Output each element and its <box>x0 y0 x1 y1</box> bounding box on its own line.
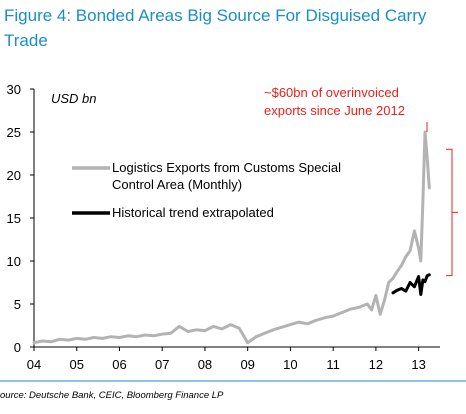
annotation-text-line-1: ~$60bn of overinvoiced <box>264 85 399 100</box>
annotation-text-line-2: exports since June 2012 <box>264 103 405 118</box>
annotation-overinvoiced: ~$60bn of overinvoiced exports since Jun… <box>264 85 458 277</box>
x-tick-label: 05 <box>70 357 84 372</box>
x-tick-label: 08 <box>198 357 212 372</box>
y-tick-label: 25 <box>7 125 21 140</box>
x-axis: 04 05 06 07 08 09 10 11 12 13 <box>27 346 440 372</box>
series-line-trend <box>391 273 431 296</box>
y-tick-label: 30 <box>7 82 21 97</box>
chart-title-line-2: Trade <box>4 31 48 50</box>
x-tick-label: 09 <box>240 357 254 372</box>
y-tick-label: 10 <box>7 254 21 269</box>
y-tick-label: 0 <box>14 340 21 355</box>
annotation-bracket <box>446 148 458 277</box>
legend: Logistics Exports from Customs Special C… <box>72 160 341 220</box>
x-tick-label: 04 <box>27 357 41 372</box>
source-note: ource: Deutsche Bank, CEIC, Bloomberg Fi… <box>0 390 224 401</box>
legend-label-logistics-line-1: Logistics Exports from Customs Special <box>112 160 341 175</box>
x-tick-label: 13 <box>411 357 425 372</box>
x-tick-label: 10 <box>283 357 297 372</box>
series-line-logistics <box>32 130 431 345</box>
y-tick-label: 5 <box>14 297 21 312</box>
plot-lines <box>32 130 431 345</box>
y-tick-label: 15 <box>7 211 21 226</box>
x-tick-label: 06 <box>112 357 126 372</box>
unit-label: USD bn <box>51 91 97 106</box>
x-tick-label: 11 <box>326 357 340 372</box>
y-axis: 0 5 10 15 20 25 30 <box>7 82 35 355</box>
x-tick-label: 12 <box>369 357 383 372</box>
legend-label-trend: Historical trend extrapolated <box>112 205 274 220</box>
chart-title-line-1: Figure 4: Bonded Areas Big Source For Di… <box>4 6 427 25</box>
y-tick-label: 20 <box>7 168 21 183</box>
legend-label-logistics-line-2: Control Area (Monthly) <box>112 177 242 192</box>
x-tick-label: 07 <box>155 357 169 372</box>
